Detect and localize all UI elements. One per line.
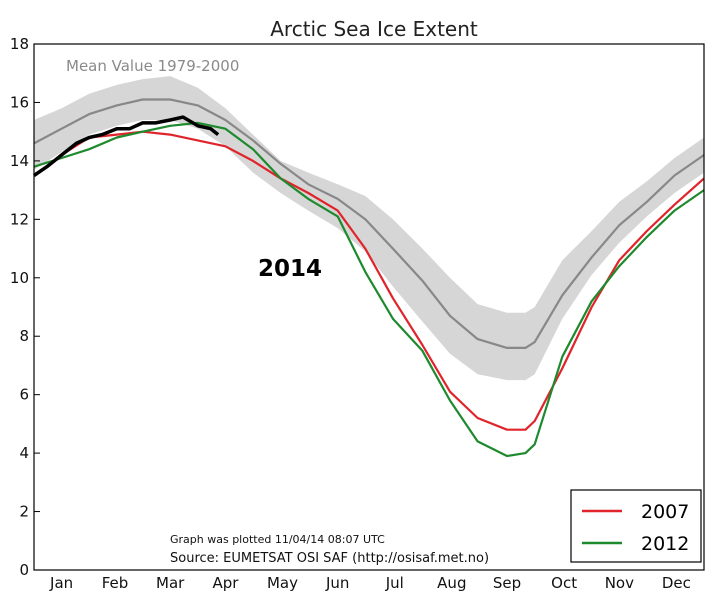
y-tick-label: 8 (19, 327, 29, 345)
y-tick-label: 2 (19, 503, 29, 521)
x-tick-label-aug: Aug (437, 574, 466, 592)
chart-title: Arctic Sea Ice Extent (270, 17, 478, 41)
mean-range-band-area (34, 76, 704, 381)
y-tick-label: 16 (10, 93, 29, 111)
series-line-2014 (33, 115, 220, 177)
x-tick-label-sep: Sep (493, 574, 521, 592)
y-tick-label: 14 (10, 152, 29, 170)
y-axis: 0 2 4 6 8 10 12 14 16 18 (10, 35, 40, 579)
legend-box (570, 489, 702, 563)
mean-range-band (34, 76, 704, 381)
x-tick-label-dec: Dec (662, 574, 691, 592)
x-tick-label-jan: Jan (49, 574, 73, 592)
source-note: Source: EUMETSAT OSI SAF (http://osisaf.… (170, 551, 489, 566)
y-tick-label: 10 (10, 269, 29, 287)
y-tick-label: 0 (19, 561, 29, 579)
x-tick-label-may: May (267, 574, 298, 592)
plot-frame (33, 43, 705, 571)
x-tick-label-jul: Jul (385, 574, 404, 592)
year-2014-label: 2014 (258, 256, 322, 282)
plot-timestamp-note: Graph was plotted 11/04/14 08:07 UTC (170, 533, 385, 546)
y-tick-label: 12 (10, 210, 29, 228)
legend-label-2012: 2012 (641, 533, 689, 555)
series-line-2007 (33, 130, 705, 431)
series-line-2012 (33, 121, 705, 458)
x-axis: Jan Feb Mar Apr May Jun Jul Aug Sep Oct Nov Dec (49, 574, 691, 592)
series-lines (33, 98, 705, 458)
x-tick-label-jun: Jun (325, 574, 349, 592)
x-tick-label-oct: Oct (551, 574, 577, 592)
y-tick-label: 4 (19, 444, 29, 462)
y-tick-label: 18 (10, 35, 29, 53)
mean-value-label: Mean Value 1979-2000 (66, 57, 239, 75)
y-tick-label: 6 (19, 386, 29, 404)
legend: 2007 2012 (570, 489, 702, 563)
legend-label-2007: 2007 (641, 501, 689, 523)
x-tick-label-feb: Feb (102, 574, 129, 592)
x-tick-label-mar: Mar (156, 574, 185, 592)
series-line-mean-value-1979-2000 (33, 98, 705, 349)
x-tick-label-nov: Nov (605, 574, 634, 592)
x-tick-label-apr: Apr (212, 574, 239, 592)
